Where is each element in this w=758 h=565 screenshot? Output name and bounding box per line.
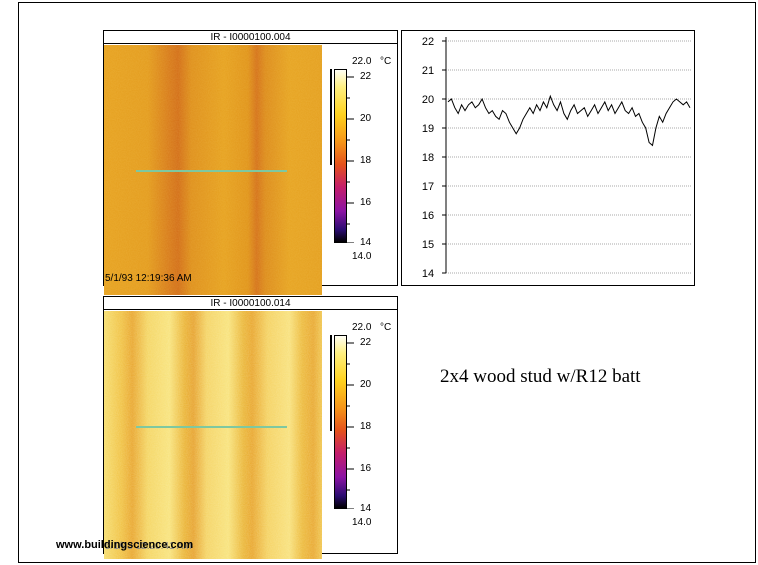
y-tick-label: 15 <box>422 239 434 251</box>
caption: 2x4 wood stud w/R12 batt <box>440 366 641 387</box>
slide-frame <box>18 2 756 563</box>
y-tick-label: 17 <box>422 181 434 193</box>
timestamp: 5/1/93 12:20:41 AM <box>105 541 192 552</box>
tick-label: 20 <box>360 113 372 124</box>
profile-chart-svg: 22 21 20 19 18 17 16 15 14 <box>422 36 692 280</box>
y-tick-label: 19 <box>422 123 434 135</box>
y-tick-label: 16 <box>422 210 434 222</box>
thermal-image <box>104 311 322 559</box>
ir-panel-bottom: IR - I0000100.014 <box>103 296 398 559</box>
tick-label: 18 <box>360 421 372 432</box>
tick-label: 14 <box>360 237 372 248</box>
y-tick-label: 21 <box>422 65 434 77</box>
tick-label: 20 <box>360 379 372 390</box>
tick-label: 16 <box>360 463 372 474</box>
scale-max: 22.0 <box>352 322 372 333</box>
scale-unit: °C <box>380 56 392 67</box>
ir-panel-title: IR - I0000100.014 <box>104 297 397 310</box>
scale-ticks <box>346 69 358 244</box>
y-tick-label: 18 <box>422 152 434 164</box>
tick-label: 14 <box>360 503 372 514</box>
ir-panel-title: IR - I0000100.004 <box>104 31 397 44</box>
tick-label: 22 <box>360 337 372 348</box>
scale-min: 14.0 <box>352 251 372 262</box>
scale-max: 22.0 <box>352 56 372 67</box>
website-label: www.buildingscience.com <box>56 539 194 551</box>
scale-ticks <box>346 335 358 510</box>
tick-label: 16 <box>360 197 372 208</box>
tick-label: 22 <box>360 71 372 82</box>
ir-panel-top: IR - I0000100.004 <box>103 30 398 295</box>
scale-unit: °C <box>380 322 392 333</box>
timestamp: 5/1/93 12:19:36 AM <box>105 273 192 284</box>
y-tick-label: 22 <box>422 36 434 48</box>
tick-label: 18 <box>360 155 372 166</box>
y-tick-label: 14 <box>422 268 434 280</box>
profile-chart: 22 21 20 19 18 17 16 15 14 <box>401 30 695 286</box>
series-line <box>447 94 691 147</box>
y-tick-label: 20 <box>422 94 434 106</box>
thermal-image <box>104 45 322 295</box>
scale-min: 14.0 <box>352 517 372 528</box>
